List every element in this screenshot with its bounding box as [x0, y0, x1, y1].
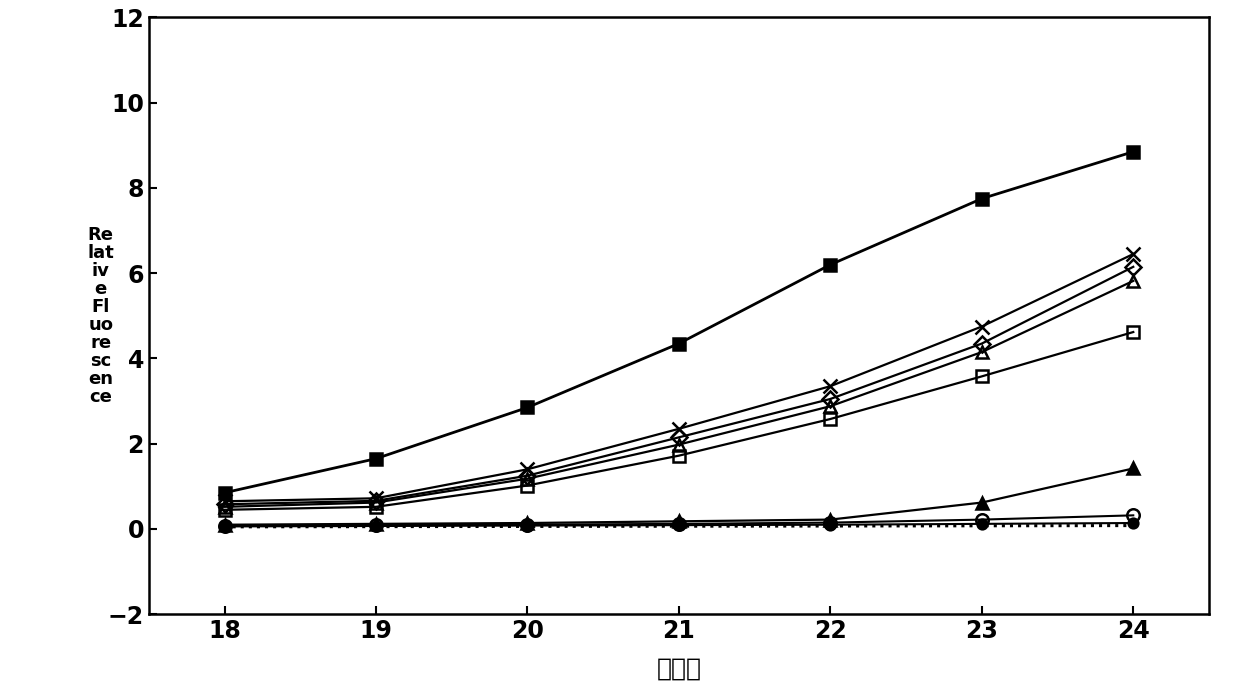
- Y-axis label: Re
lat
iv
e
Fl
uo
re
sc
en
ce: Re lat iv e Fl uo re sc en ce: [88, 226, 114, 406]
- X-axis label: 循环数: 循环数: [656, 657, 702, 681]
